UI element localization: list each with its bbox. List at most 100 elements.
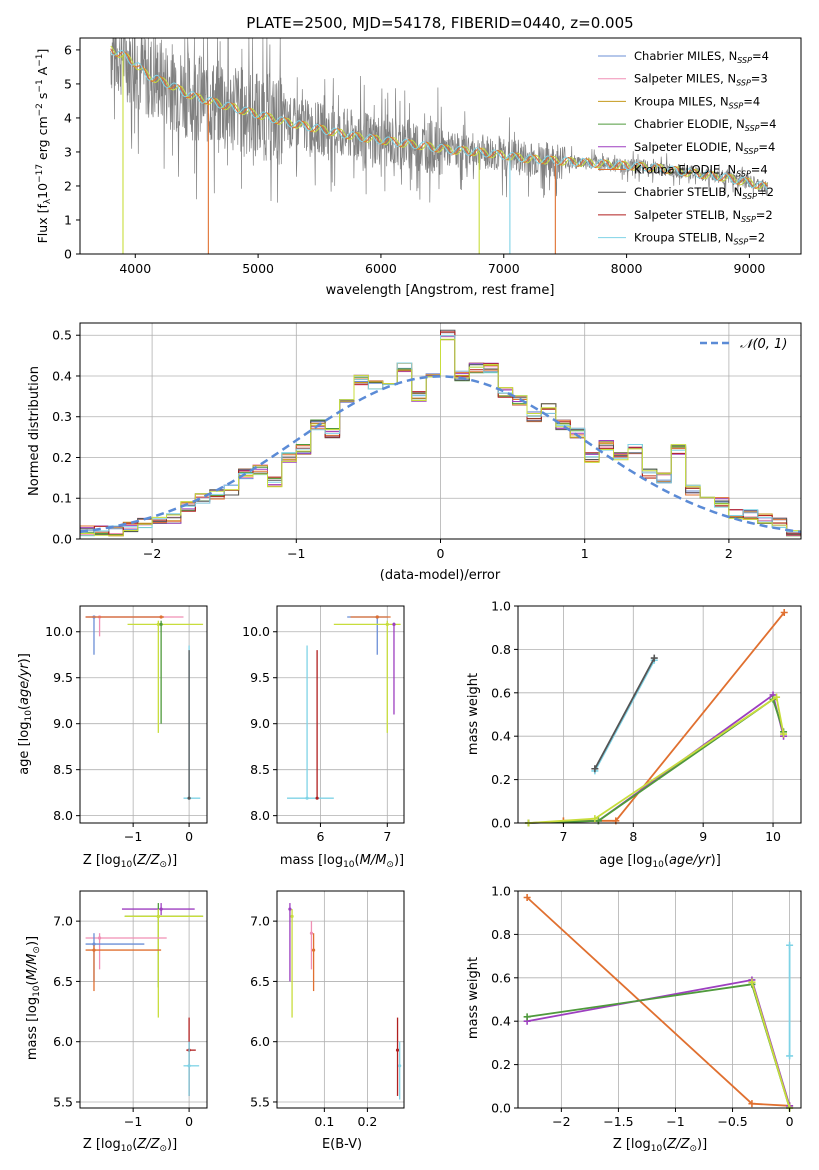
y-tick-label: 0.4 xyxy=(491,1014,511,1029)
axes-frame xyxy=(276,890,405,1109)
mass-vs-ebv-xlabel: E(B-V) xyxy=(322,1137,362,1152)
mass-vs-ebv-panel: 0.1 0.2 5.5 6.0 6.5 7.0 xyxy=(250,890,405,1129)
data-point xyxy=(159,907,163,911)
x-tick-label: 7 xyxy=(559,829,567,844)
mass-vs-Z-ylabel: mass [log10(M/M⊙)] xyxy=(25,936,42,1060)
model-spectrum-line xyxy=(110,45,768,190)
histogram-legend: 𝒩(0, 1) xyxy=(700,337,787,352)
weight-vs-age-ylabel: mass weight xyxy=(466,673,481,755)
age-vs-Z-panel: −1 0 8.0 8.5 9.0 9.5 10.0 xyxy=(45,605,208,844)
data-point xyxy=(156,622,160,626)
y-tick-label: 8.0 xyxy=(250,808,270,823)
legend-entry-label: Chabrier ELODIE, NSSP=4 xyxy=(634,117,776,133)
x-tick-label: −2 xyxy=(552,1114,570,1129)
series-marker xyxy=(780,609,788,617)
axes-frame xyxy=(79,605,208,824)
series-marker xyxy=(773,693,781,701)
y-tick-label: 8.0 xyxy=(53,808,73,823)
x-tick-label: −2 xyxy=(143,546,161,561)
x-tick-label: 7000 xyxy=(488,261,520,276)
legend-entry-label: Salpeter STELIB, NSSP=2 xyxy=(634,208,773,224)
spectrum-yticks: 0 1 2 3 4 5 6 xyxy=(64,42,80,262)
x-tick-label: 7 xyxy=(383,829,391,844)
y-tick-label: 6.0 xyxy=(250,1034,270,1049)
weight-vs-age-panel: 7 8 9 10 0.0 0.2 0.4 0.6 0.8 1.0 xyxy=(491,599,802,844)
histogram-ylabel: Normed distribution xyxy=(27,366,42,496)
histogram-yticks: 0.0 0.1 0.2 0.3 0.4 0.5 xyxy=(52,328,80,547)
y-tick-label: 3 xyxy=(64,144,72,159)
gaussian-reference-curve xyxy=(79,375,802,534)
y-tick-label: 0.0 xyxy=(491,1101,511,1116)
mass-vs-Z-xlabel: Z [log10(Z/Z⊙)] xyxy=(83,1137,177,1154)
series-line xyxy=(526,983,791,1109)
x-tick-label: −1 xyxy=(124,1114,142,1129)
x-tick-label: 0 xyxy=(185,1114,193,1129)
x-tick-label: 0.1 xyxy=(314,1114,334,1129)
y-tick-label: 9.5 xyxy=(250,670,270,685)
spectrum-panel: 4000 5000 6000 7000 8000 9000 0 1 2 3 4 5 6 wavelen… xyxy=(35,37,802,298)
data-point xyxy=(385,622,389,626)
data-point xyxy=(159,615,163,619)
axes-frame xyxy=(79,890,208,1109)
x-tick-label: 6 xyxy=(316,829,324,844)
series-line xyxy=(528,697,785,824)
series-line xyxy=(751,981,791,1109)
x-tick-label: 6000 xyxy=(365,261,397,276)
spectrum-ylabel: Flux [fλ10−17 erg cm−2 s−1 A−1] xyxy=(35,49,53,244)
y-tick-label: 5.5 xyxy=(53,1094,73,1109)
model-spectrum-line xyxy=(110,49,768,191)
y-tick-label: 4 xyxy=(64,110,72,125)
y-tick-label: 6 xyxy=(64,42,72,57)
data-point xyxy=(392,622,396,626)
histogram-step-line xyxy=(80,338,801,537)
legend-entry-label: Salpeter MILES, NSSP=3 xyxy=(634,72,768,88)
y-tick-label: 9.5 xyxy=(53,670,73,685)
y-tick-label: 0.1 xyxy=(52,491,72,506)
series-marker xyxy=(650,654,658,662)
spectrum-data-layer xyxy=(110,37,769,254)
x-tick-label: 1 xyxy=(581,546,589,561)
x-tick-label: 0.2 xyxy=(357,1114,377,1129)
y-tick-label: 10.0 xyxy=(45,624,73,639)
data-point xyxy=(288,907,292,911)
histogram-xlabel: (data-model)/error xyxy=(380,568,501,583)
y-tick-label: 0.3 xyxy=(52,409,72,424)
y-tick-label: 5 xyxy=(64,76,72,91)
weight-vs-Z-xlabel: Z [log10(Z/Z⊙)] xyxy=(613,1137,707,1154)
figure-title: PLATE=2500, MJD=54178, FIBERID=0440, z=0… xyxy=(246,14,633,32)
legend-entry-label: Chabrier STELIB, NSSP=2 xyxy=(634,185,774,201)
series-line xyxy=(526,978,791,1107)
y-tick-label: 0 xyxy=(64,247,72,262)
y-tick-label: 1 xyxy=(64,212,72,227)
data-point xyxy=(398,1064,402,1068)
histogram-data-layer xyxy=(79,329,802,537)
y-tick-label: 0.4 xyxy=(491,729,511,744)
series-line xyxy=(594,659,656,772)
y-tick-label: 5.5 xyxy=(250,1094,270,1109)
data-point xyxy=(309,931,314,935)
histogram-xticks: −2 −1 0 1 2 xyxy=(143,539,733,561)
spectrum-axes-frame xyxy=(79,37,802,255)
series-line xyxy=(526,896,790,1107)
y-tick-label: 0.8 xyxy=(491,642,511,657)
x-tick-label: 9 xyxy=(699,829,707,844)
x-tick-label: 4000 xyxy=(119,261,151,276)
series-marker xyxy=(786,1052,794,1060)
data-point xyxy=(156,914,160,918)
legend-entry-label: Kroupa STELIB, NSSP=2 xyxy=(634,231,765,247)
x-tick-label: 2 xyxy=(725,546,733,561)
series-marker xyxy=(748,1100,756,1108)
x-tick-label: −1 xyxy=(666,1114,684,1129)
series-marker xyxy=(591,815,599,823)
y-tick-label: 2 xyxy=(64,178,72,193)
data-point xyxy=(92,942,96,946)
y-tick-label: 6.5 xyxy=(53,974,73,989)
y-tick-label: 0.6 xyxy=(491,970,511,985)
axes-frame xyxy=(517,890,802,1109)
x-tick-label: 10 xyxy=(765,829,781,844)
axes-frame xyxy=(276,605,405,824)
x-tick-label: −1.5 xyxy=(603,1114,633,1129)
y-tick-label: 0.2 xyxy=(491,772,511,787)
y-tick-label: 0.0 xyxy=(52,532,72,547)
